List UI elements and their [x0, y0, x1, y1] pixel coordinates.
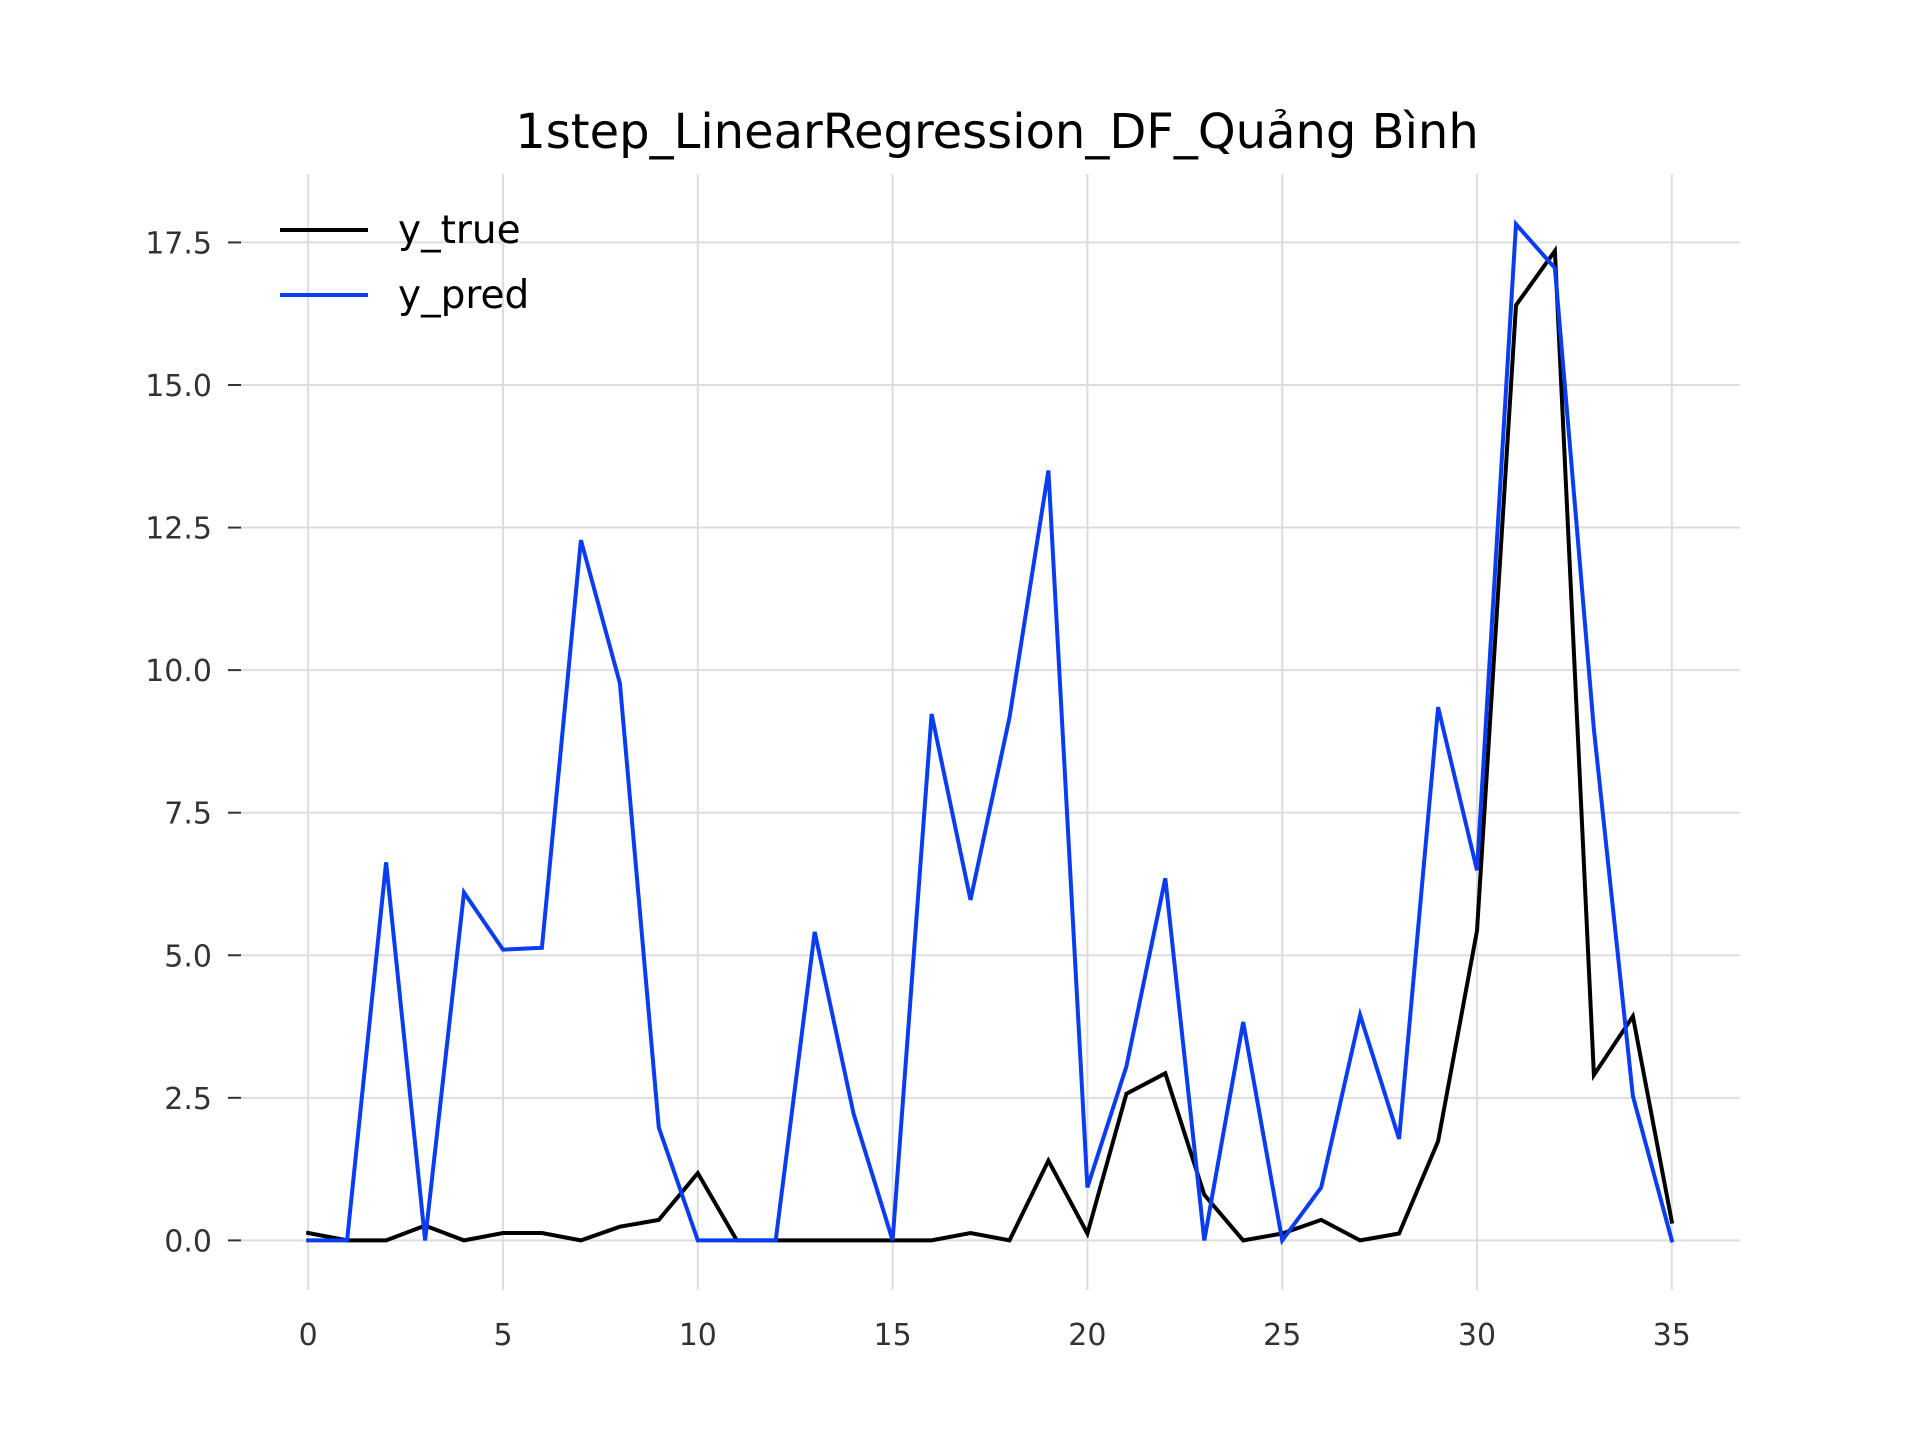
legend-label-y-pred: y_pred: [398, 273, 529, 318]
y-tick-label: 10.0: [145, 654, 212, 689]
series-lines: [305, 219, 1675, 1246]
legend-label-y-true: y_true: [398, 208, 521, 253]
chart-title: 1step_LinearRegression_DF_Quảng Bình: [515, 104, 1479, 160]
y-tick-label: 7.5: [164, 797, 212, 832]
series-line-y-true: [305, 245, 1675, 1243]
y-tick-label: 0.0: [164, 1224, 212, 1259]
x-tick-label: 35: [1653, 1318, 1691, 1353]
x-tick-label: 30: [1458, 1318, 1496, 1353]
y-tick-label: 15.0: [145, 369, 212, 404]
x-tick-label: 0: [299, 1318, 318, 1353]
x-tick-label: 25: [1263, 1318, 1301, 1353]
x-tick-label: 20: [1068, 1318, 1106, 1353]
legend: y_true y_pred: [280, 208, 529, 318]
y-tick-label: 5.0: [164, 939, 212, 974]
x-tick-label: 15: [874, 1318, 912, 1353]
axis-ticks: 0 5 10 15 20 25 30 35 0.0 2.5 5.0 7.5 10.0 12.5 15.0 17…: [145, 226, 1691, 1353]
y-tick-label: 17.5: [145, 226, 212, 261]
x-tick-label: 10: [679, 1318, 717, 1353]
y-tick-label: 12.5: [145, 512, 212, 547]
y-tick-label: 2.5: [164, 1082, 212, 1117]
series-line-y-pred: [306, 219, 1675, 1246]
x-tick-label: 5: [493, 1318, 512, 1353]
